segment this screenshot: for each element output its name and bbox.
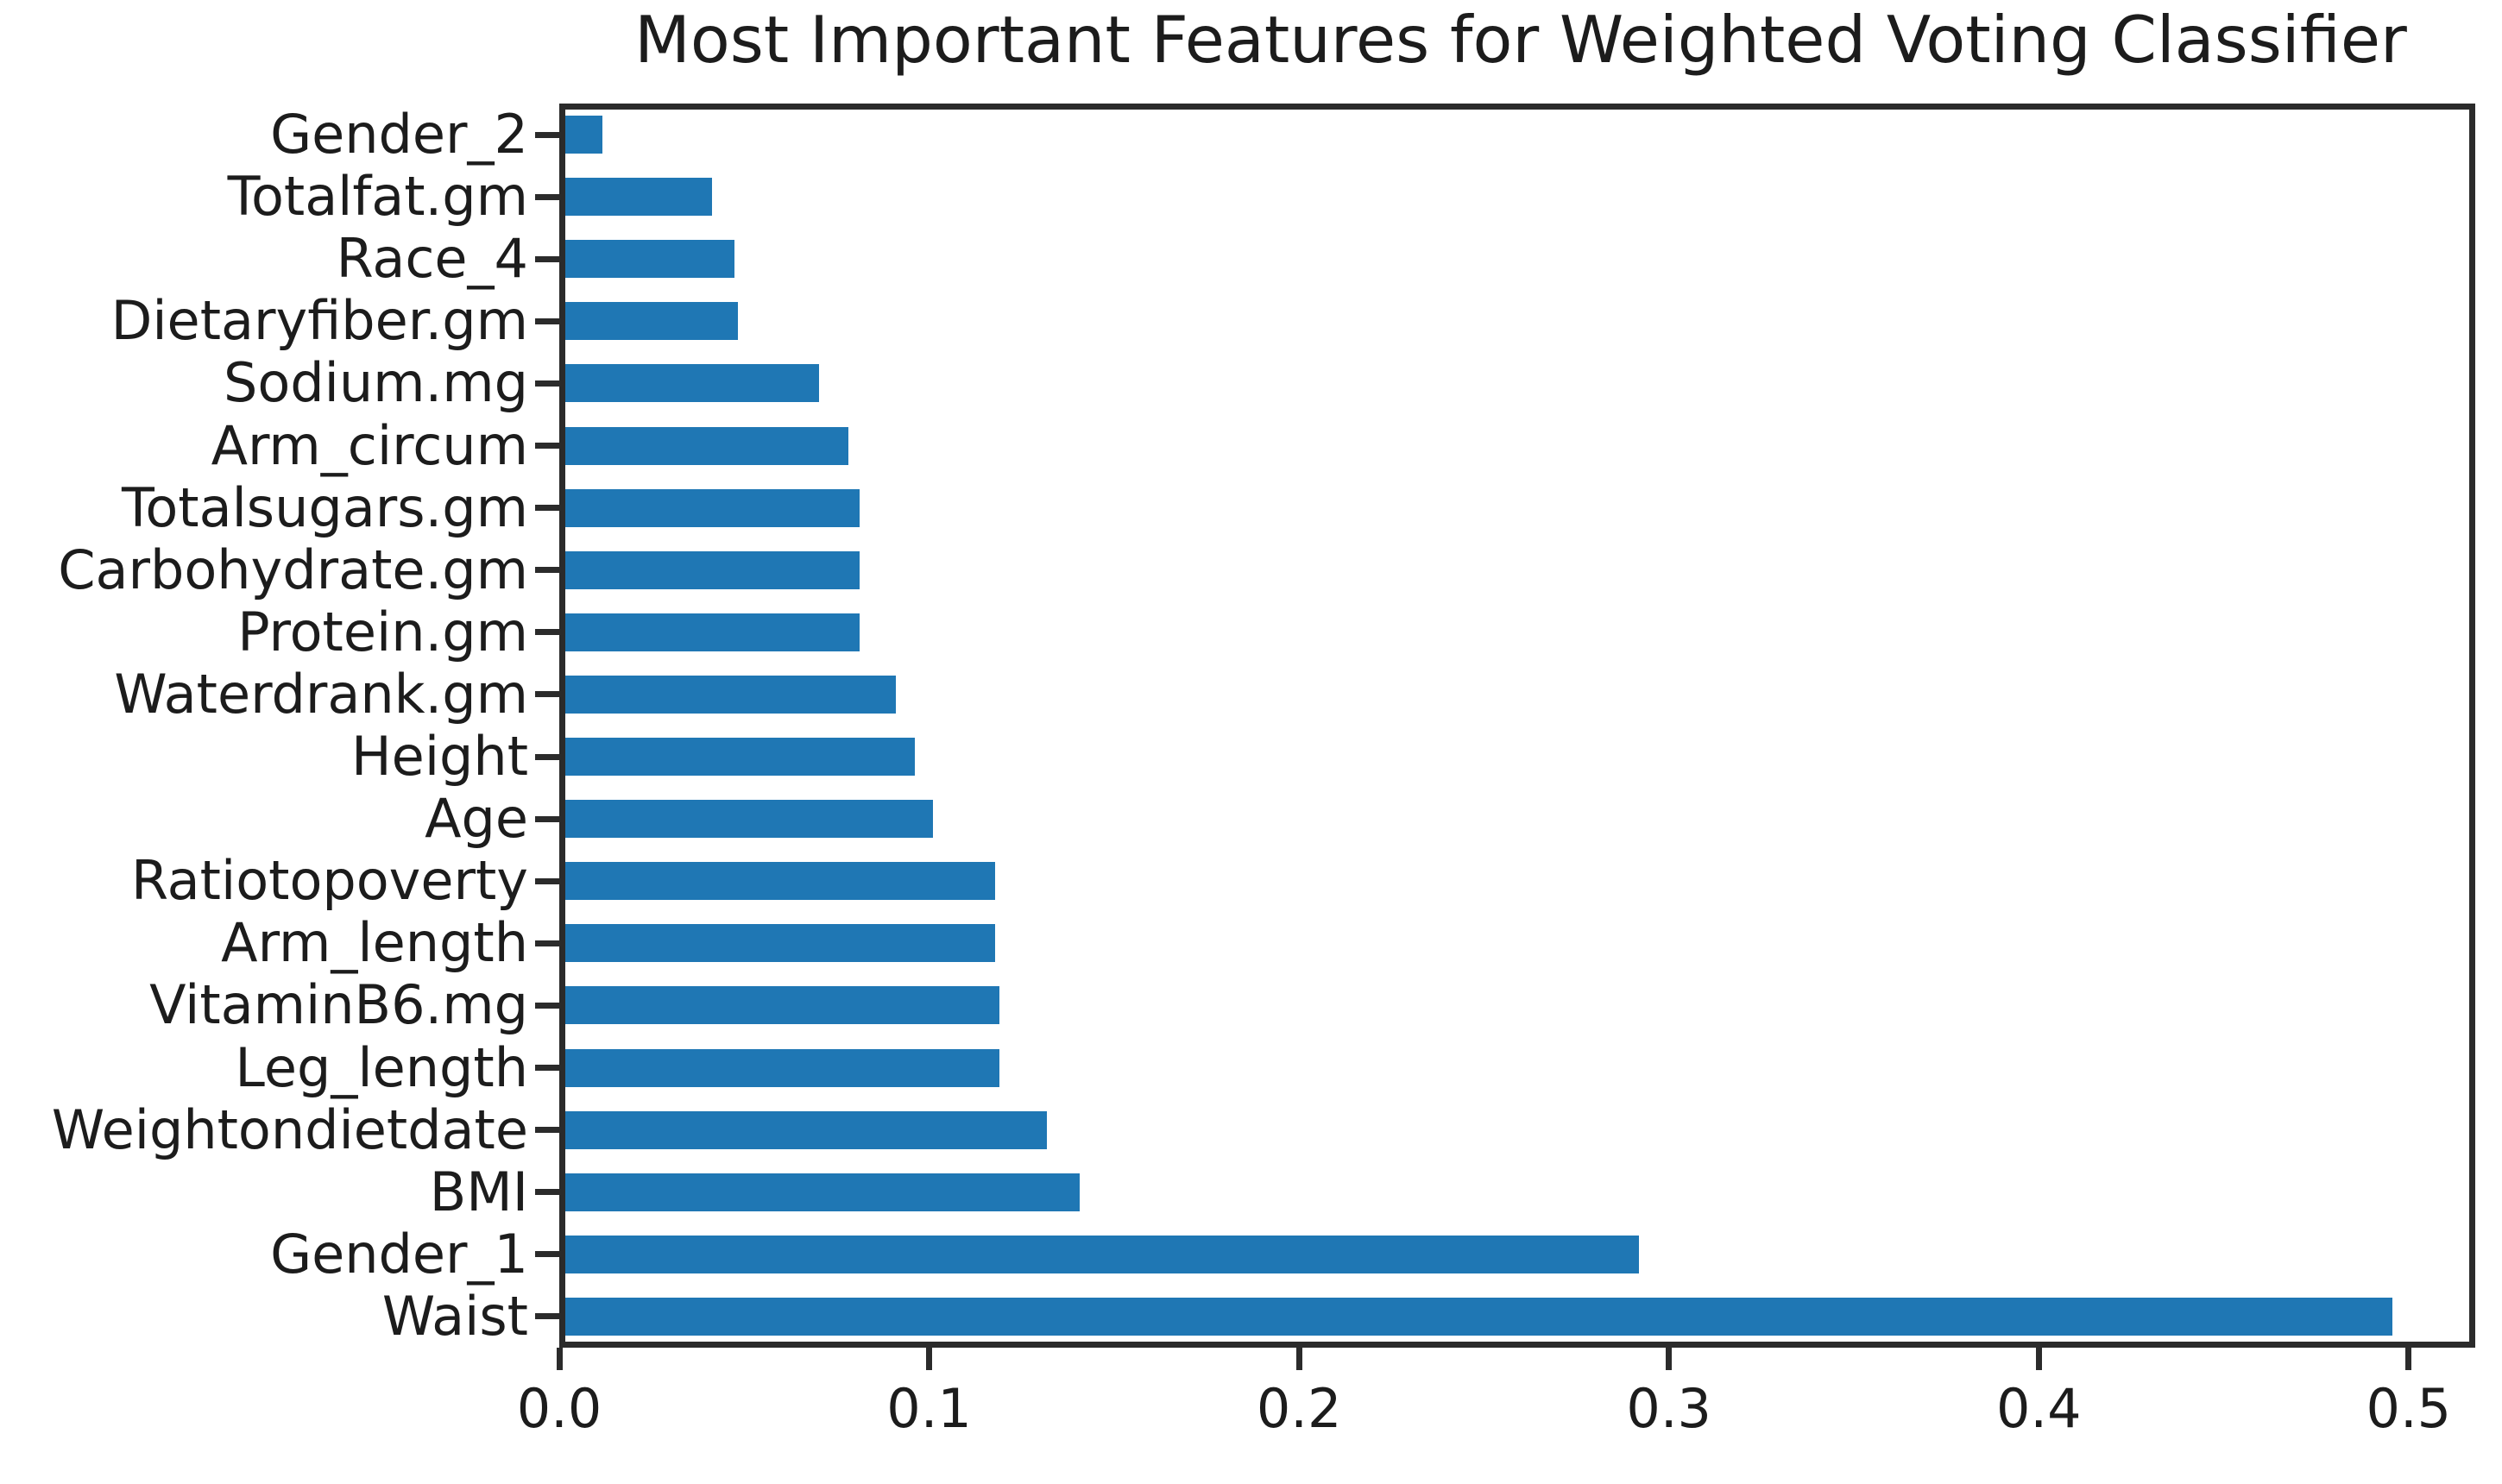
y-tick-label: Protein.gm [237, 600, 528, 663]
y-tick [535, 505, 559, 512]
x-tick [2405, 1348, 2412, 1370]
y-tick [535, 940, 559, 946]
y-tick-label: Waist [381, 1284, 528, 1348]
y-tick-label: Ratiotopoverty [130, 849, 528, 913]
y-tick-label: Race_4 [336, 227, 528, 291]
y-tick-label: Height [351, 725, 528, 789]
bar [565, 364, 819, 403]
bar [565, 675, 897, 714]
y-tick-label: Totalsugars.gm [122, 475, 528, 539]
bar [565, 550, 860, 589]
y-tick-label: Age [425, 787, 528, 851]
x-tick-label: 0.5 [2366, 1377, 2452, 1440]
bar [565, 240, 734, 279]
y-tick-label: Arm_circum [211, 413, 528, 477]
y-tick-label: BMI [429, 1160, 528, 1223]
bar [565, 1110, 1047, 1149]
y-tick [535, 1065, 559, 1072]
y-tick-label: Gender_2 [270, 103, 528, 167]
bar [565, 178, 713, 217]
bar [565, 1297, 2392, 1336]
y-tick [535, 318, 559, 324]
y-tick [535, 1189, 559, 1196]
bar [565, 738, 915, 777]
y-tick [535, 1251, 559, 1258]
y-tick [535, 1002, 559, 1009]
y-tick [535, 877, 559, 884]
y-tick-label: Sodium.mg [223, 351, 528, 415]
chart-title: Most Important Features for Weighted Vot… [634, 2, 2407, 78]
bar [565, 800, 933, 839]
y-tick-label: Carbohydrate.gm [58, 538, 528, 601]
bar [565, 426, 848, 465]
y-tick [535, 380, 559, 387]
bar [565, 1048, 999, 1087]
bar [565, 1173, 1081, 1211]
x-tick-label: 0.4 [1995, 1377, 2082, 1440]
y-tick [535, 131, 559, 138]
x-tick [556, 1348, 563, 1370]
y-tick-label: Totalfat.gm [227, 165, 528, 229]
bar [565, 862, 996, 901]
y-tick [535, 443, 559, 450]
x-tick [1666, 1348, 1673, 1370]
x-tick-label: 0.1 [886, 1377, 972, 1440]
y-tick [535, 815, 559, 822]
y-tick-label: Waterdrank.gm [114, 662, 528, 726]
y-tick [535, 629, 559, 636]
bar [565, 302, 739, 341]
y-tick-label: Leg_length [235, 1035, 528, 1099]
bar [565, 613, 860, 651]
y-tick-label: Dietaryfiber.gm [110, 289, 528, 353]
y-tick [535, 193, 559, 200]
x-tick-label: 0.3 [1626, 1377, 1711, 1440]
bar [565, 924, 996, 963]
y-tick [535, 753, 559, 760]
y-tick-label: Arm_length [221, 911, 528, 975]
y-tick [535, 255, 559, 262]
x-tick-label: 0.2 [1256, 1377, 1342, 1440]
y-tick [535, 1313, 559, 1320]
x-tick [926, 1348, 933, 1370]
bar [565, 488, 860, 527]
bar [565, 986, 999, 1025]
plot-area [559, 104, 2475, 1348]
x-tick-label: 0.0 [516, 1377, 602, 1440]
y-tick-label: Weightondietdate [51, 1097, 528, 1161]
y-tick-label: Gender_1 [270, 1222, 528, 1286]
x-tick [1295, 1348, 1302, 1370]
y-tick-label: VitaminB6.mg [149, 973, 528, 1037]
y-tick [535, 691, 559, 698]
y-tick [535, 1127, 559, 1134]
x-tick [2035, 1348, 2042, 1370]
bar [565, 116, 602, 154]
y-tick [535, 567, 559, 574]
bar [565, 1235, 1639, 1273]
